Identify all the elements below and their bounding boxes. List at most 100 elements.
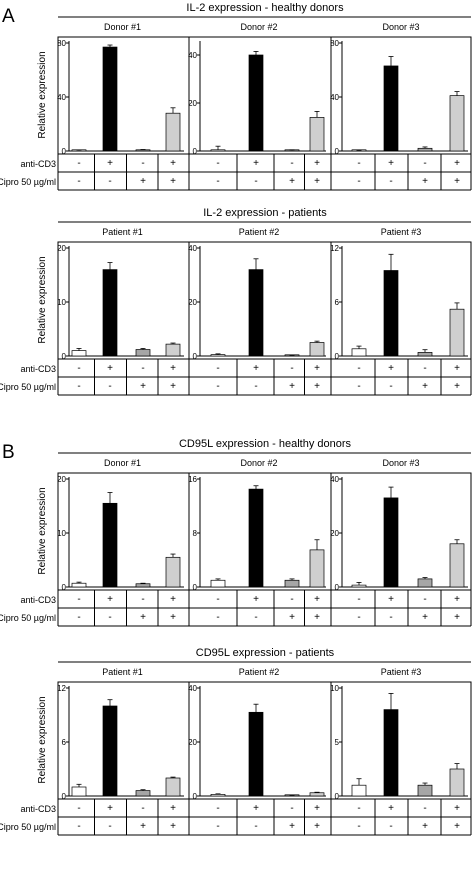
condition-sign: - [77, 821, 80, 832]
condition-sign: - [357, 363, 360, 374]
panel3-y-axis-label: Relative expression [37, 487, 48, 574]
condition-sign: + [454, 363, 460, 374]
y-tick-label: 0 [193, 583, 198, 592]
condition-sign: + [388, 158, 394, 169]
panel1-chart-frame [57, 36, 472, 155]
condition-sign: - [357, 821, 360, 832]
condition-sign: + [454, 381, 460, 392]
condition-sign: - [77, 158, 80, 169]
condition-sign: + [314, 612, 320, 623]
condition-sign: + [454, 594, 460, 605]
bar [449, 543, 465, 588]
y-tick-label: 40 [188, 684, 197, 693]
condition-sign: + [388, 594, 394, 605]
bar [135, 149, 151, 152]
bar [449, 308, 465, 357]
bar [210, 579, 226, 588]
bar [165, 777, 181, 797]
condition-sign: + [140, 612, 146, 623]
bar [449, 768, 465, 797]
panel3-chart-frame [57, 472, 472, 591]
bar [417, 147, 433, 152]
bar [309, 117, 325, 152]
condition-label: anti-CD3 [20, 364, 56, 374]
y-tick-label: 80 [57, 39, 66, 48]
subchart-title: Patient #1 [102, 667, 143, 677]
panel3-title: CD95L expression - healthy donors [179, 438, 352, 450]
y-tick-label: 10 [57, 298, 66, 307]
condition-sign: - [108, 612, 111, 623]
y-tick-label: 6 [62, 738, 67, 747]
bar [383, 497, 399, 588]
bar [135, 583, 151, 588]
condition-sign: - [290, 363, 293, 374]
y-tick-label: 0 [335, 147, 340, 156]
condition-sign: - [254, 821, 257, 832]
condition-sign: - [216, 803, 219, 814]
y-tick-label: 10 [57, 529, 66, 538]
condition-sign: - [108, 381, 111, 392]
bar [309, 549, 325, 588]
panel4-chart-frame [57, 681, 472, 800]
bar [102, 502, 118, 588]
bar [210, 794, 226, 797]
subchart-title: Patient #3 [381, 227, 422, 237]
y-tick-label: 0 [193, 352, 198, 361]
condition-sign: + [454, 158, 460, 169]
condition-sign: + [422, 176, 428, 187]
bar [165, 112, 181, 152]
y-tick-label: 16 [188, 475, 197, 484]
bar [449, 95, 465, 152]
condition-sign: + [170, 821, 176, 832]
bar [248, 54, 264, 152]
subchart-title: Patient #1 [102, 227, 143, 237]
bar [383, 65, 399, 152]
y-tick-label: 5 [335, 738, 340, 747]
condition-sign: + [422, 381, 428, 392]
condition-sign: + [454, 803, 460, 814]
y-tick-label: 40 [57, 93, 66, 102]
condition-sign: - [254, 381, 257, 392]
condition-sign: + [107, 594, 113, 605]
bar [165, 343, 181, 357]
subchart-title: Donor #1 [104, 22, 141, 32]
bar [309, 342, 325, 357]
condition-label: anti-CD3 [20, 595, 56, 605]
condition-sign: - [77, 381, 80, 392]
subchart-title: Donor #3 [382, 458, 419, 468]
condition-sign: - [423, 594, 426, 605]
condition-sign: - [216, 176, 219, 187]
y-tick-label: 40 [188, 51, 197, 60]
panel2-chart-frame [57, 241, 472, 360]
condition-sign: + [454, 176, 460, 187]
y-tick-label: 10 [330, 684, 339, 693]
y-tick-label: 0 [62, 147, 67, 156]
condition-label: anti-CD3 [20, 159, 56, 169]
condition-sign: + [454, 612, 460, 623]
condition-sign: + [388, 363, 394, 374]
panel3-letter: B [2, 442, 15, 463]
bar [210, 149, 226, 152]
bar [102, 269, 118, 357]
bar [284, 579, 300, 588]
y-tick-label: 12 [330, 244, 339, 253]
condition-sign: + [107, 803, 113, 814]
bar [309, 792, 325, 797]
condition-sign: + [454, 821, 460, 832]
condition-sign: - [357, 158, 360, 169]
bar [417, 352, 433, 357]
bar [383, 270, 399, 357]
y-tick-label: 0 [62, 583, 67, 592]
bar [351, 584, 367, 588]
y-tick-label: 20 [57, 244, 66, 253]
condition-sign: + [289, 176, 295, 187]
condition-sign: - [389, 381, 392, 392]
y-tick-label: 20 [330, 529, 339, 538]
condition-label: Cipro 50 µg/ml [0, 613, 56, 623]
y-tick-label: 40 [188, 244, 197, 253]
condition-sign: + [170, 803, 176, 814]
condition-sign: + [253, 594, 259, 605]
y-tick-label: 20 [188, 99, 197, 108]
bar [102, 705, 118, 797]
panel4-title: CD95L expression - patients [196, 647, 335, 659]
